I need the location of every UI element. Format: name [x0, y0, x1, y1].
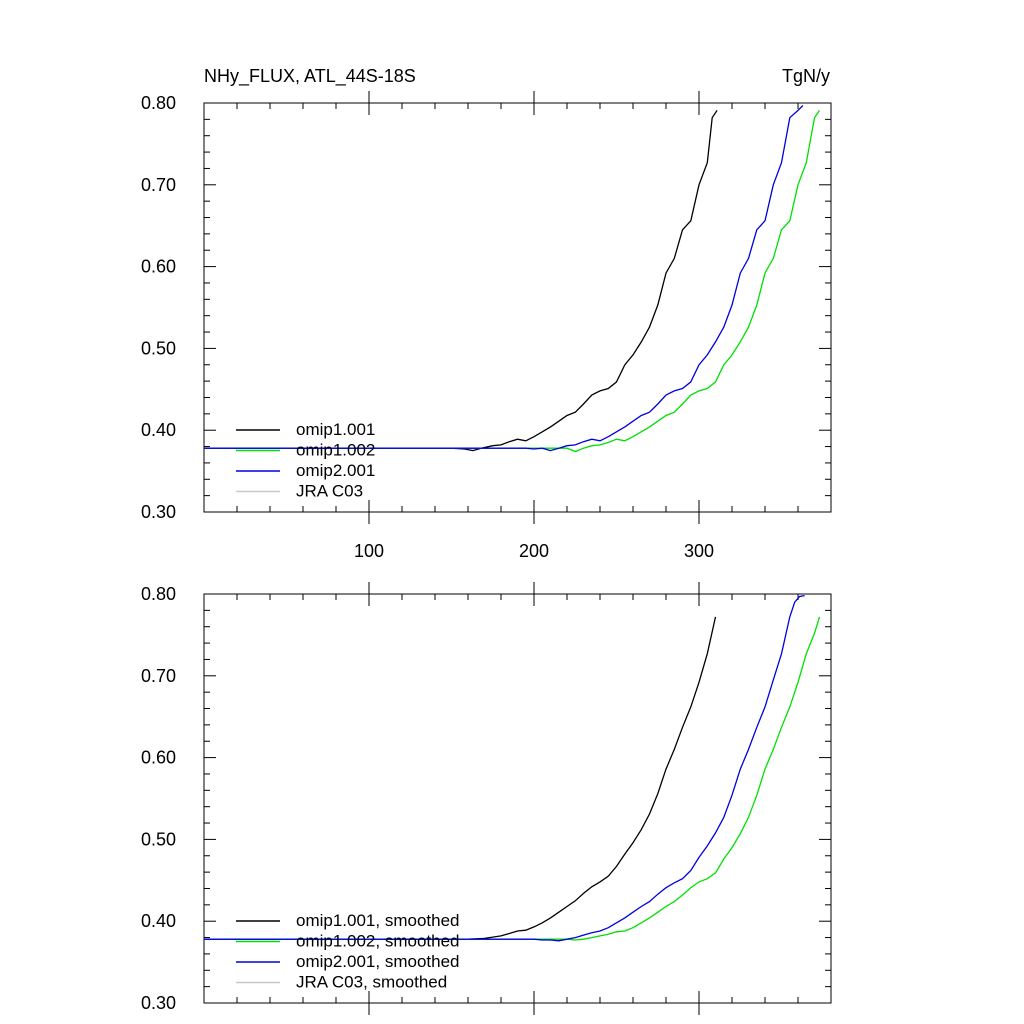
legend-entry-label: omip1.001, smoothed — [296, 911, 460, 930]
legend-entry-label: JRA C03 — [296, 482, 363, 501]
y-tick-label: 0.60 — [141, 257, 176, 277]
chart-units-label: TgN/y — [782, 66, 830, 86]
x-tick-label: 100 — [354, 541, 384, 561]
y-tick-label: 0.80 — [141, 584, 176, 604]
bottom-panel: 0.30 0.40 0.50 0.60 0.70 0.80 omip1.001, smoot… — [141, 582, 832, 1015]
series-line — [204, 616, 717, 940]
series-line — [204, 616, 821, 941]
x-tick-label: 200 — [519, 541, 549, 561]
series-line — [204, 110, 718, 452]
y-tick-label: 0.30 — [141, 502, 176, 522]
legend-entry-label: omip1.002, smoothed — [296, 932, 460, 951]
plot-frame — [203, 102, 832, 513]
chart-title-left: NHy_FLUX, ATL_44S-18S — [204, 66, 416, 87]
top-panel: 0.30 0.40 0.50 0.60 0.70 0.80 100 200 300 omip1.0… — [141, 91, 832, 561]
y-tick-label: 0.30 — [141, 993, 176, 1013]
y-tick-label: 0.50 — [141, 338, 176, 358]
y-tick-label: 0.60 — [141, 748, 176, 768]
legend-entry-label: omip1.002 — [296, 441, 375, 460]
legend-entry-label: JRA C03, smoothed — [296, 973, 447, 992]
y-tick-label: 0.80 — [141, 93, 176, 113]
series-line — [204, 594, 805, 942]
y-tick-label: 0.40 — [141, 420, 176, 440]
y-tick-label: 0.50 — [141, 829, 176, 849]
series-line — [204, 105, 804, 452]
y-tick-label: 0.40 — [141, 911, 176, 931]
legend-entry-label: omip2.001 — [296, 461, 375, 480]
series-line — [204, 110, 821, 453]
plot-frame — [203, 593, 832, 1004]
legend-entry-label: omip1.001 — [296, 420, 375, 439]
legend-entry-label: omip2.001, smoothed — [296, 952, 460, 971]
y-tick-label: 0.70 — [141, 175, 176, 195]
x-tick-label: 300 — [684, 541, 714, 561]
y-tick-label: 0.70 — [141, 666, 176, 686]
